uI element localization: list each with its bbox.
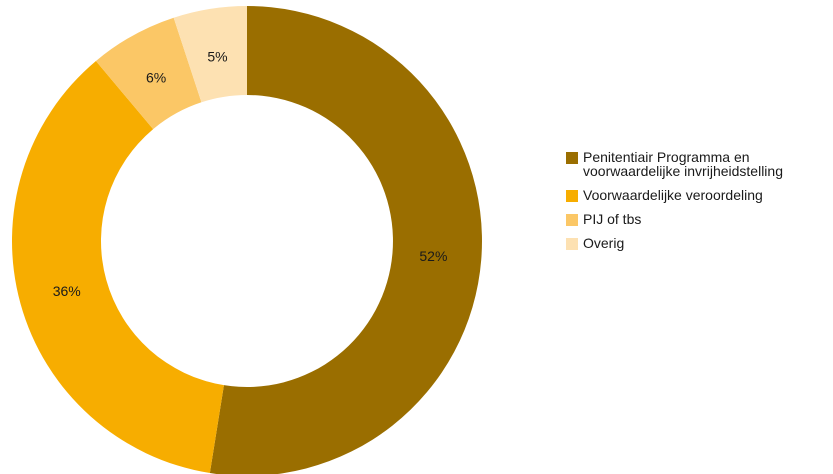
legend-item-voorwaardelijke-veroordeling: Voorwaardelijke veroordeling bbox=[566, 188, 828, 202]
legend-swatch bbox=[566, 238, 578, 250]
legend-label: Penitentiair Programma en voorwaardelijk… bbox=[583, 149, 783, 179]
donut-slice-0 bbox=[209, 6, 482, 474]
chart-legend: Penitentiair Programma en voorwaardelijk… bbox=[566, 150, 828, 260]
legend-label: Overig bbox=[583, 235, 625, 251]
donut-slice-3 bbox=[173, 6, 247, 103]
donut-slices bbox=[11, 6, 482, 474]
slice-value-label-3: 5% bbox=[207, 48, 227, 64]
legend-label: PIJ of tbs bbox=[583, 211, 642, 227]
slice-value-label-2: 6% bbox=[146, 70, 166, 86]
donut-slice-1 bbox=[11, 60, 224, 474]
legend-swatch bbox=[566, 214, 578, 226]
legend-item-pij-of-tbs: PIJ of tbs bbox=[566, 212, 828, 226]
donut-slice-2 bbox=[95, 17, 202, 130]
slice-value-label-1: 36% bbox=[53, 283, 81, 299]
legend-swatch bbox=[566, 152, 578, 164]
legend-item-penitentiair-programma: Penitentiair Programma en voorwaardelijk… bbox=[566, 150, 828, 178]
legend-swatch bbox=[566, 190, 578, 202]
legend-label: Voorwaardelijke veroordeling bbox=[583, 187, 763, 203]
donut-value-labels: 52% 36% 6% 5% bbox=[53, 48, 448, 298]
legend-item-overig: Overig bbox=[566, 236, 828, 250]
slice-value-label-0: 52% bbox=[419, 248, 447, 264]
